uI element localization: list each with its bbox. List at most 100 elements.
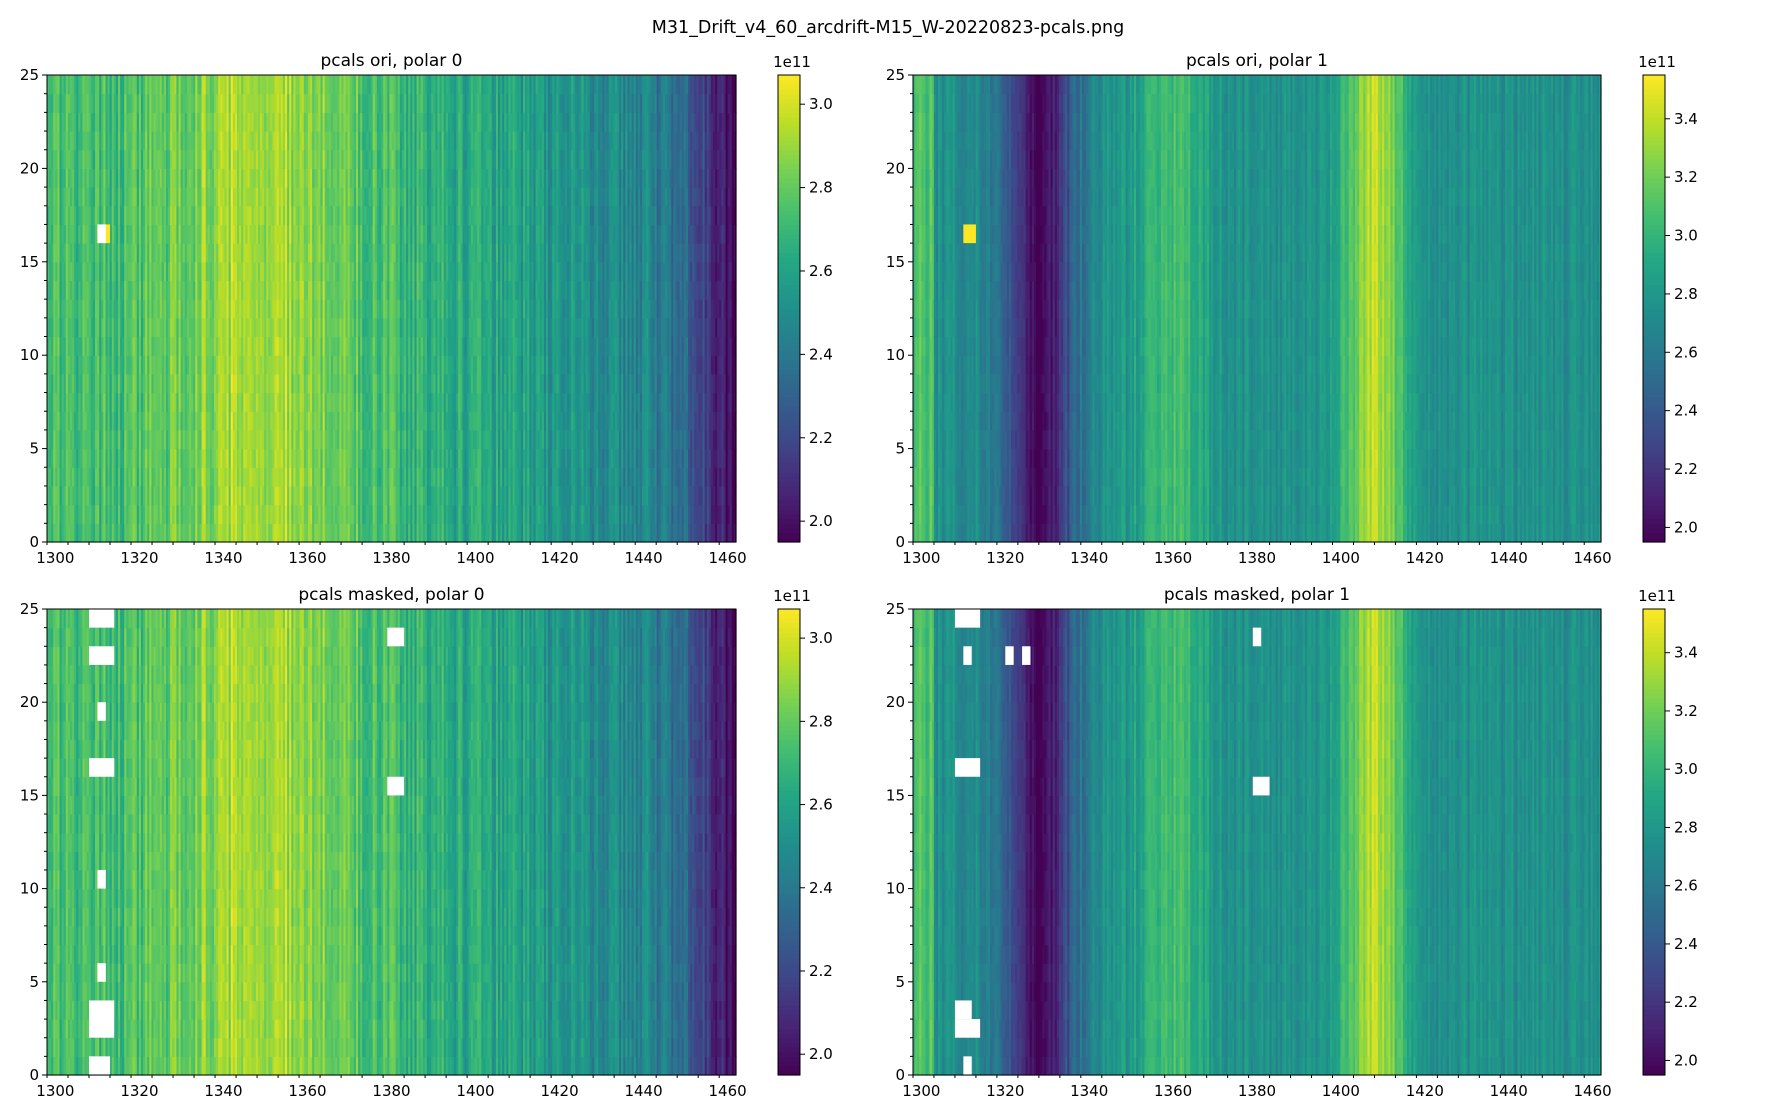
- colorbar-offset-label: 1e11: [1638, 587, 1676, 605]
- colorbar-tick-label: 3.0: [1674, 760, 1698, 778]
- panel-title: pcals masked, polar 0: [298, 585, 484, 605]
- colorbar-tick-label: 2.2: [1674, 993, 1698, 1011]
- x-tick-label: 1360: [1154, 549, 1192, 567]
- y-tick-label: 10: [886, 346, 905, 364]
- masked-cell: [963, 646, 971, 665]
- masked-cell: [97, 224, 105, 243]
- x-tick-label: 1380: [372, 549, 410, 567]
- x-tick-label: 1440: [624, 1082, 662, 1100]
- colorbar-tick-label: 2.2: [809, 962, 833, 980]
- masked-cell: [89, 609, 114, 628]
- y-tick-label: 5: [895, 973, 905, 991]
- y-tick-label: 0: [29, 533, 39, 551]
- x-tick-label: 1460: [1574, 1082, 1612, 1100]
- y-tick-label: 20: [20, 159, 39, 177]
- y-tick-label: 25: [20, 600, 39, 618]
- x-tick-label: 1460: [709, 1082, 747, 1100]
- x-tick-label: 1400: [1322, 549, 1360, 567]
- y-tick-label: 15: [20, 253, 39, 271]
- x-tick-label: 1420: [1406, 1082, 1444, 1100]
- masked-cell: [963, 1056, 971, 1075]
- colorbar-tick-label: 2.0: [809, 1045, 833, 1063]
- y-tick-label: 5: [29, 440, 39, 458]
- x-tick-label: 1440: [1490, 549, 1528, 567]
- y-tick-label: 5: [29, 973, 39, 991]
- colorbar-tick-label: 3.2: [1674, 168, 1698, 186]
- x-tick-label: 1320: [986, 1082, 1024, 1100]
- colorbar-tick-label: 2.6: [1674, 343, 1698, 361]
- colorbar-tick-label: 3.0: [1674, 227, 1698, 245]
- x-tick-label: 1420: [1406, 549, 1444, 567]
- masked-cell: [387, 777, 404, 796]
- masked-cell: [89, 758, 114, 777]
- y-tick-label: 20: [886, 693, 905, 711]
- colorbar-tick-label: 2.8: [809, 712, 833, 730]
- x-tick-label: 1400: [456, 1082, 494, 1100]
- y-tick-label: 0: [29, 1066, 39, 1084]
- y-tick-label: 15: [886, 786, 905, 804]
- x-tick-label: 1440: [1490, 1082, 1528, 1100]
- y-tick-label: 10: [20, 880, 39, 898]
- colorbar-tick-label: 2.4: [1674, 935, 1698, 953]
- y-tick-label: 10: [886, 880, 905, 898]
- x-tick-label: 1400: [456, 549, 494, 567]
- y-tick-label: 25: [20, 66, 39, 84]
- x-tick-label: 1340: [1070, 1082, 1108, 1100]
- heatmap-cells: [47, 75, 737, 543]
- colorbar-offset-label: 1e11: [1638, 53, 1676, 71]
- x-tick-label: 1360: [1154, 1082, 1192, 1100]
- x-tick-label: 1300: [36, 549, 74, 567]
- colorbar-tick-label: 3.0: [809, 629, 833, 647]
- x-tick-label: 1420: [540, 549, 578, 567]
- colorbar-tick-label: 2.8: [1674, 285, 1698, 303]
- x-tick-label: 1320: [120, 1082, 158, 1100]
- colorbar-offset-label: 1e11: [773, 587, 811, 605]
- masked-cell: [97, 702, 105, 721]
- x-tick-label: 1400: [1322, 1082, 1360, 1100]
- colorbar-tick-label: 2.4: [809, 345, 833, 363]
- colorbar-tick-label: 2.6: [809, 796, 833, 814]
- x-tick-label: 1340: [204, 1082, 242, 1100]
- colorbar-tick-label: 2.6: [809, 262, 833, 280]
- y-tick-label: 15: [20, 786, 39, 804]
- heatmap-cells: [913, 75, 1602, 543]
- y-tick-label: 5: [895, 440, 905, 458]
- colorbar-tick-label: 2.6: [1674, 877, 1698, 895]
- masked-cell: [955, 609, 980, 628]
- x-tick-label: 1360: [288, 549, 326, 567]
- x-tick-label: 1300: [902, 549, 940, 567]
- colorbar-tick-label: 2.2: [1674, 460, 1698, 478]
- masked-cell: [1253, 628, 1261, 647]
- masked-cell: [387, 628, 404, 647]
- x-tick-label: 1300: [36, 1082, 74, 1100]
- colorbar-offset-label: 1e11: [773, 53, 811, 71]
- colorbar-tick-label: 2.4: [1674, 402, 1698, 420]
- colorbar-tick-label: 2.0: [809, 512, 833, 530]
- colorbar-tick-label: 3.0: [809, 95, 833, 113]
- y-tick-label: 0: [895, 533, 905, 551]
- colorbar-tick-label: 3.4: [1674, 644, 1698, 662]
- masked-cell: [97, 870, 105, 889]
- masked-cell: [89, 1056, 110, 1075]
- heatmap-cells: [913, 609, 1602, 1076]
- masked-cell: [955, 1000, 972, 1019]
- x-tick-label: 1340: [204, 549, 242, 567]
- colorbar-tick-label: 2.0: [1674, 1051, 1698, 1069]
- panel-title: pcals masked, polar 1: [1164, 585, 1350, 605]
- x-tick-label: 1320: [986, 549, 1024, 567]
- panel-title: pcals ori, polar 0: [320, 51, 462, 71]
- masked-cell: [89, 646, 114, 665]
- y-tick-label: 25: [886, 66, 905, 84]
- x-tick-label: 1440: [624, 549, 662, 567]
- x-tick-label: 1380: [372, 1082, 410, 1100]
- heatmap-cells: [47, 609, 737, 1076]
